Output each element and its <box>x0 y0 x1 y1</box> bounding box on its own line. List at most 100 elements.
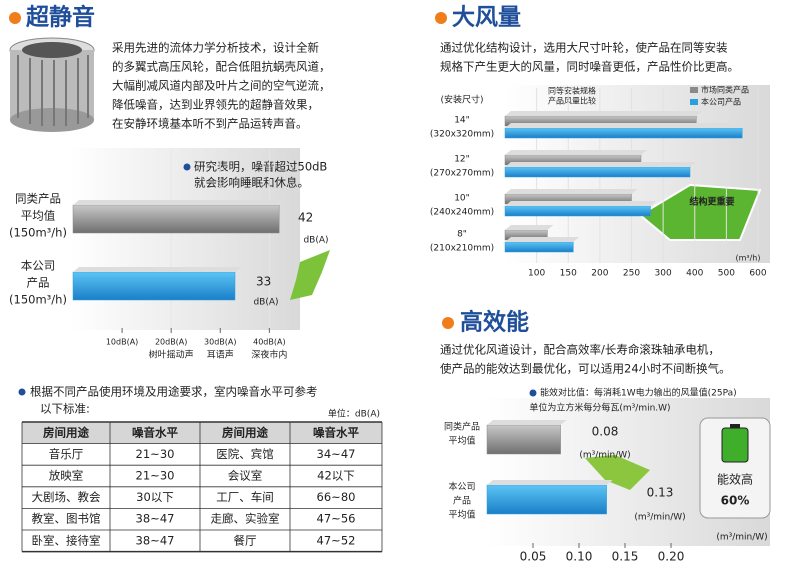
category-label: (270x270mm) <box>430 169 494 179</box>
x-tick-label: 0.20 <box>658 550 685 564</box>
bar <box>504 127 743 139</box>
paragraph-line: 通过优化风道设计，配合高效率/长寿命滚珠轴承电机， <box>440 343 720 357</box>
heading: 大风量 <box>452 5 521 31</box>
annotation: 同等安装规格 <box>548 86 596 96</box>
value-unit: dB(A) <box>253 298 278 308</box>
value-label: 33 <box>256 275 271 289</box>
bar-top <box>505 237 580 242</box>
x-tick-label: 250 <box>623 269 640 279</box>
category-label: 8" <box>457 230 467 240</box>
x-tick-label: 400 <box>686 269 703 279</box>
x-tick-label: 30dB(A) <box>204 338 236 347</box>
bar-top <box>73 267 241 272</box>
x-tick-label: 0.10 <box>566 550 593 564</box>
x-unit: (m³/min/W) <box>716 533 767 543</box>
table-header: 房间用途 <box>43 425 89 439</box>
annotation: 研究表明，噪音超过50dB <box>194 160 327 174</box>
paragraph-line: 的多翼式高压风轮，配合低阻抗蜗壳风道， <box>112 60 331 74</box>
bar <box>504 166 691 178</box>
x-tick-label: 300 <box>655 269 672 279</box>
annotation: 就会影响睡眠和休息。 <box>194 176 309 190</box>
x-tick-label: 20dB(A) <box>155 338 187 347</box>
paragraph-line: 降低噪音，达到业界领先的超静音效果， <box>112 98 319 112</box>
table-cell: 卧室、接待室 <box>32 533 101 547</box>
table-cell: 42以下 <box>317 469 355 483</box>
bar-top <box>505 189 638 194</box>
category-label: (240x240mm) <box>430 208 494 218</box>
bar <box>72 271 236 301</box>
category-label: 同类产品 <box>444 421 480 433</box>
table-cell: 走廊、实验室 <box>211 512 280 526</box>
bar <box>486 484 607 515</box>
legend-swatch <box>690 99 698 105</box>
table-cell: 38~47 <box>136 512 175 526</box>
bar-top <box>487 480 613 485</box>
annotation: 单位为立方米每分每瓦(m³/min.W) <box>529 402 670 414</box>
table-unit: 单位：dB(A) <box>328 408 380 420</box>
value-label: 42 <box>298 211 313 225</box>
badge-text: 能效高 <box>717 472 753 487</box>
bar-top <box>73 200 286 205</box>
bar-top <box>505 111 703 116</box>
value-label: 0.08 <box>592 425 619 439</box>
table-cell: 教室、图书馆 <box>32 512 101 526</box>
category-label: 12" <box>454 155 470 165</box>
x-tick-note: 树叶摇动声 <box>149 349 194 361</box>
table-cell: 21~30 <box>136 447 175 461</box>
bar <box>486 424 561 455</box>
badge-text: 60% <box>721 494 750 508</box>
value-label: 0.13 <box>647 486 674 500</box>
heading: 高效能 <box>460 309 529 336</box>
table-intro: 以下标准: <box>40 402 90 416</box>
table-header-bg <box>22 422 382 444</box>
annotation: 产品风量比较 <box>548 96 596 106</box>
x-tick-label: 40dB(A) <box>253 338 285 347</box>
legend-swatch <box>690 87 698 93</box>
table-cell: 音乐厅 <box>49 447 84 461</box>
table-intro: 根据不同产品使用环境及用途要求，室内噪音水平可参考 <box>30 385 318 399</box>
table-cell: 30以下 <box>136 490 174 504</box>
bar-top <box>505 150 647 155</box>
legend-label: 市场同类产品 <box>701 85 749 95</box>
bar <box>72 204 280 234</box>
annotation: 能效对比值：每消耗1W电力输出的风量值(25Pa) <box>540 387 737 399</box>
paragraph-line: 大幅削减风道内部及叶片之间的空气逆流， <box>112 79 331 93</box>
table-header: 房间用途 <box>222 425 268 439</box>
table-cell: 放映室 <box>49 469 84 483</box>
callout: 结构更重要 <box>689 196 734 208</box>
table-cell: 21~30 <box>136 469 175 483</box>
x-tick-label: 500 <box>718 269 735 279</box>
x-tick-label: 100 <box>528 269 545 279</box>
table-cell: 47~52 <box>317 533 356 547</box>
category-label: 本公司 <box>448 481 475 493</box>
category-label: (210x210mm) <box>430 244 494 254</box>
table-cell: 医院、宾馆 <box>216 447 274 461</box>
heading: 超静音 <box>26 4 95 31</box>
x-tick-label: 10dB(A) <box>106 338 138 347</box>
paragraph-line: 在安静环境基本听不到产品运转声音。 <box>112 117 308 131</box>
category-label: 产品 <box>27 276 50 290</box>
category-label: (320x320mm) <box>430 130 494 140</box>
value-unit: (m³/min/W) <box>634 513 685 523</box>
bar-top <box>505 225 554 230</box>
x-tick-label: 150 <box>560 269 577 279</box>
paragraph-line: 通过优化结构设计，选用大尺寸叶轮，使产品在同等安装 <box>440 41 728 55</box>
table-cell: 工厂、车间 <box>216 490 274 504</box>
axis-title: (安装尺寸) <box>440 94 483 106</box>
category-label: 本公司 <box>21 259 56 273</box>
paragraph-line: 使产品的能效达到最优化，可以适用24小时不间断换气。 <box>440 362 731 376</box>
table-cell: 餐厅 <box>234 533 257 547</box>
bar <box>504 241 574 253</box>
category-label: (150m³/h) <box>9 293 67 307</box>
table-header: 噪音水平 <box>132 425 178 439</box>
value-unit: (m³/min/W) <box>579 451 630 461</box>
x-unit: (m³/h) <box>735 254 760 263</box>
category-label: 10" <box>454 194 470 204</box>
x-tick-label: 0.15 <box>612 550 639 564</box>
table-cell: 34~47 <box>317 447 356 461</box>
table-cell: 会议室 <box>228 469 263 483</box>
category-label: 平均值 <box>448 435 475 447</box>
bar <box>504 205 651 217</box>
category-label: 平均值 <box>21 209 56 223</box>
